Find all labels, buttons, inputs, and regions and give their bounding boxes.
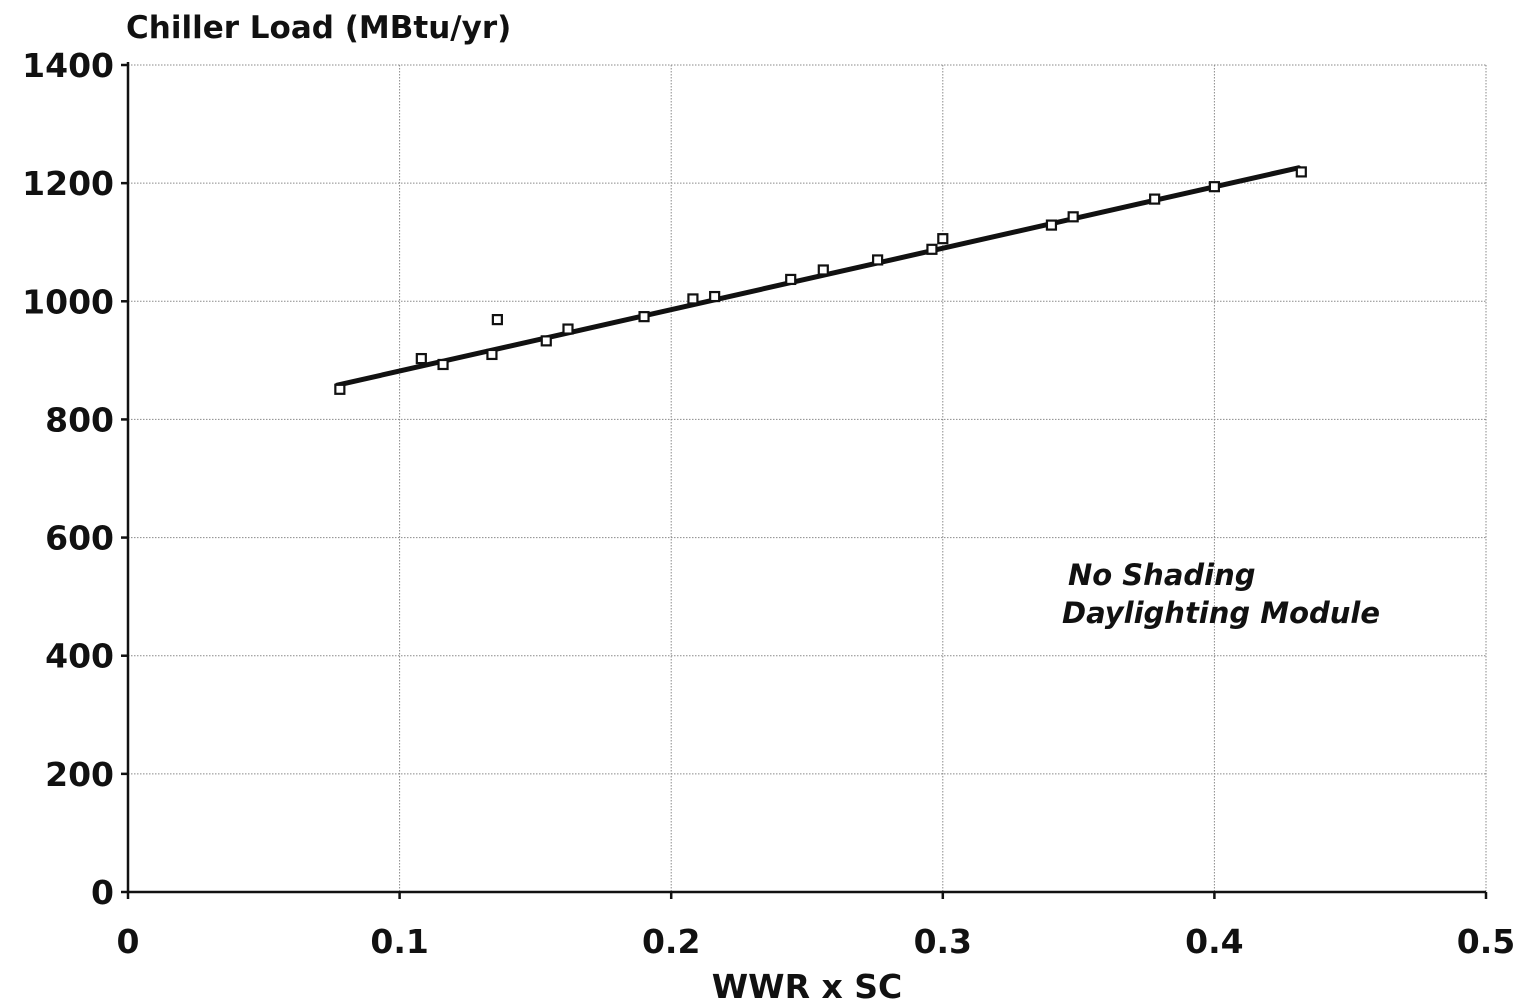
axis-layer (121, 62, 1488, 899)
data-point-17 (1149, 193, 1161, 205)
data-point-11 (817, 264, 829, 276)
data-point-3 (486, 348, 498, 361)
data-point-18 (1208, 181, 1221, 193)
annotation-line-2: Daylighting Module (1062, 596, 1380, 630)
y-tick-label-3: 600 (45, 519, 114, 558)
data-point-8 (687, 293, 699, 305)
data-point-1 (415, 352, 427, 365)
data-point-4 (491, 313, 503, 326)
data-point-16 (1067, 211, 1079, 223)
data-point-6 (562, 323, 574, 335)
data-point-12 (872, 254, 884, 266)
y-tick-label-6: 1200 (22, 164, 114, 203)
data-point-15 (1045, 219, 1058, 231)
y-tick-label-1: 200 (45, 755, 114, 794)
data-point-5 (540, 335, 552, 347)
data-point-7 (638, 311, 650, 323)
x-tick-label-3: 0.3 (914, 922, 972, 961)
data-point-19 (1295, 166, 1307, 178)
grid-layer (128, 64, 1487, 892)
data-point-13 (926, 243, 938, 255)
x-tick-label-0: 0 (117, 922, 140, 961)
y-tick-label-2: 400 (45, 637, 114, 676)
x-tick-label-2: 0.2 (642, 922, 700, 961)
y-tick-label-0: 0 (91, 873, 114, 912)
x-tick-labels: 0 0.1 0.2 0.3 0.4 0.5 (117, 922, 1516, 961)
data-point-2 (437, 358, 449, 371)
y-axis-label: Chiller Load (MBtu/yr) (126, 10, 511, 46)
data-points-layer (334, 166, 1307, 395)
data-point-14 (937, 233, 949, 245)
annotation-line-1: No Shading (1068, 558, 1256, 592)
y-tick-label-5: 1000 (22, 282, 114, 321)
y-tick-labels: 0 200 400 600 800 1000 1200 1400 (22, 46, 114, 912)
data-point-9 (709, 290, 721, 303)
x-tick-label-1: 0.1 (370, 922, 428, 961)
x-tick-label-4: 0.4 (1185, 922, 1243, 961)
x-axis-label: WWR x SC (712, 967, 902, 1006)
x-tick-label-5: 0.5 (1457, 922, 1515, 961)
data-point-0 (334, 383, 346, 395)
y-tick-label-7: 1400 (22, 46, 114, 85)
y-tick-label-4: 800 (45, 400, 114, 439)
data-point-10 (785, 273, 797, 286)
